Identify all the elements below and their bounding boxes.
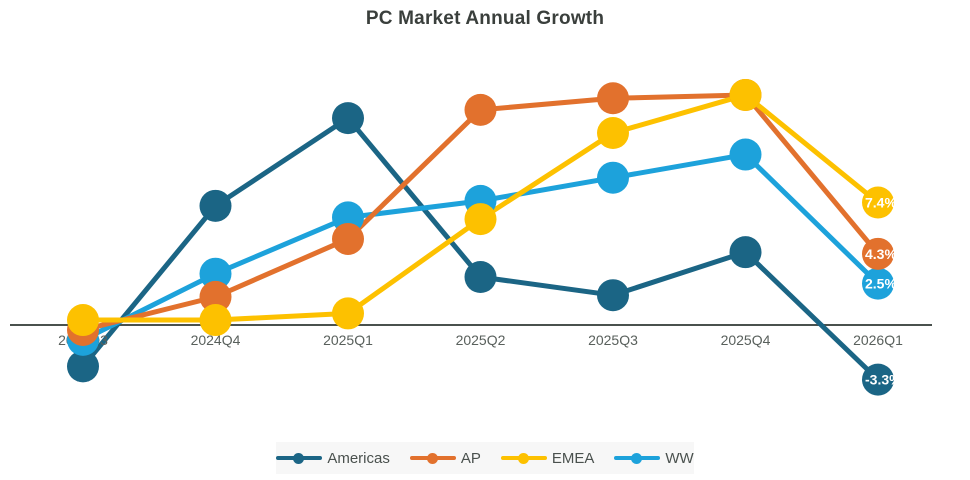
plot-svg: 2024Q32024Q42025Q12025Q22025Q32025Q42026…	[10, 78, 932, 396]
data-point-emea[interactable]	[464, 203, 497, 236]
data-point-emea[interactable]	[199, 304, 232, 337]
line-chart-plot: 2024Q32024Q42025Q12025Q22025Q32025Q42026…	[0, 45, 970, 430]
data-point-emea[interactable]	[729, 78, 762, 111]
data-point-ap[interactable]	[199, 280, 232, 313]
data-point-emea[interactable]	[862, 186, 894, 219]
legend-marker-icon	[276, 451, 323, 465]
data-point-americas[interactable]	[332, 102, 364, 135]
data-point-label-americas: -3.3%	[865, 372, 902, 388]
data-point-ww[interactable]	[597, 161, 629, 194]
data-point-ww[interactable]	[199, 257, 232, 290]
data-point-emea[interactable]	[67, 304, 99, 337]
data-point-americas[interactable]	[199, 189, 232, 222]
x-tick-label: 2025Q3	[588, 332, 638, 348]
legend-label: WW	[665, 449, 694, 467]
data-point-americas[interactable]	[67, 350, 99, 383]
data-point-ap[interactable]	[464, 93, 497, 126]
data-point-emea[interactable]	[597, 117, 629, 150]
data-point-ap[interactable]	[332, 222, 364, 255]
x-tick-label: 2025Q1	[323, 332, 373, 348]
legend-label: Americas	[327, 449, 390, 467]
data-point-ww[interactable]	[862, 267, 894, 300]
legend-item-ww[interactable]: WW	[614, 449, 694, 467]
legend-marker-icon	[500, 451, 547, 465]
data-point-americas[interactable]	[729, 236, 762, 269]
data-point-emea[interactable]	[332, 297, 364, 330]
data-point-ap[interactable]	[862, 237, 894, 270]
data-point-americas[interactable]	[862, 363, 894, 396]
legend-item-emea[interactable]: EMEA	[500, 449, 595, 467]
legend-marker-icon	[409, 451, 456, 465]
x-tick-label: 2025Q2	[456, 332, 506, 348]
legend-marker-icon	[614, 451, 661, 465]
legend-label: AP	[460, 449, 481, 467]
data-point-label-ww: 2.5%	[865, 276, 897, 292]
x-tick-label: 2025Q4	[721, 332, 771, 348]
chart-legend: Americas AP EMEA WW	[276, 442, 694, 474]
legend-item-americas[interactable]: Americas	[276, 450, 390, 467]
data-point-ap[interactable]	[597, 82, 629, 115]
data-point-americas[interactable]	[597, 279, 629, 312]
data-point-label-ap: 4.3%	[865, 246, 897, 262]
page-title: PC Market Annual Growth	[365, 8, 605, 29]
x-tick-label: 2026Q1	[853, 332, 903, 348]
legend-label: EMEA	[551, 449, 595, 467]
legend-item-ap[interactable]: AP	[409, 449, 481, 467]
series-points-group: -3.3% 2.5% 4.3% 7.4%	[67, 78, 902, 396]
data-point-americas[interactable]	[464, 261, 497, 294]
x-tick-label: 2024Q4	[191, 332, 241, 348]
x-tick-labels-group: 2024Q32024Q42025Q12025Q22025Q32025Q42026…	[58, 332, 903, 348]
data-point-label-emea: 7.4%	[865, 195, 897, 211]
data-point-ww[interactable]	[729, 138, 762, 171]
